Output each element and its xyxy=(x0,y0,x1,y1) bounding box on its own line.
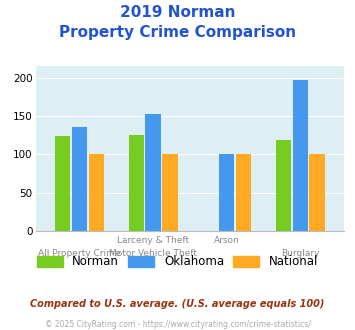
Text: © 2025 CityRating.com - https://www.cityrating.com/crime-statistics/: © 2025 CityRating.com - https://www.city… xyxy=(45,320,310,329)
Bar xyxy=(293,80,308,231)
Bar xyxy=(275,141,291,231)
Text: Property Crime Comparison: Property Crime Comparison xyxy=(59,25,296,40)
Bar xyxy=(129,135,144,231)
Text: Motor Vehicle Theft: Motor Vehicle Theft xyxy=(109,249,197,258)
Text: Burglary: Burglary xyxy=(281,249,320,258)
Bar xyxy=(162,154,178,231)
Bar xyxy=(89,154,104,231)
Bar xyxy=(236,154,251,231)
Text: Larceny & Theft: Larceny & Theft xyxy=(117,236,189,245)
Legend: Norman, Oklahoma, National: Norman, Oklahoma, National xyxy=(32,250,323,273)
Text: All Property Crime: All Property Crime xyxy=(38,249,121,258)
Bar xyxy=(310,154,325,231)
Bar xyxy=(55,136,70,231)
Bar xyxy=(146,114,161,231)
Bar xyxy=(72,127,87,231)
Text: Compared to U.S. average. (U.S. average equals 100): Compared to U.S. average. (U.S. average … xyxy=(30,299,325,309)
Bar xyxy=(219,154,234,231)
Text: 2019 Norman: 2019 Norman xyxy=(120,5,235,20)
Text: Arson: Arson xyxy=(214,236,240,245)
